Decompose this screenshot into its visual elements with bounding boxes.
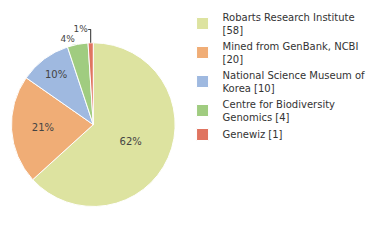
svg-text:10%: 10% (45, 69, 67, 80)
svg-text:Robarts Research Institute[58]: Robarts Research Institute[58] (223, 12, 355, 36)
svg-text:National Science Museum ofKore: National Science Museum ofKorea [10] (223, 70, 365, 94)
svg-text:1%: 1% (73, 24, 88, 34)
svg-text:21%: 21% (32, 122, 54, 133)
svg-text:4%: 4% (60, 34, 75, 44)
svg-text:Mined from GenBank, NCBI[20]: Mined from GenBank, NCBI[20] (223, 41, 359, 65)
svg-text:Centre for BiodiversityGenomic: Centre for BiodiversityGenomics [4] (223, 99, 336, 123)
svg-text:62%: 62% (120, 136, 142, 147)
svg-text:Genewiz [1]: Genewiz [1] (223, 129, 283, 140)
